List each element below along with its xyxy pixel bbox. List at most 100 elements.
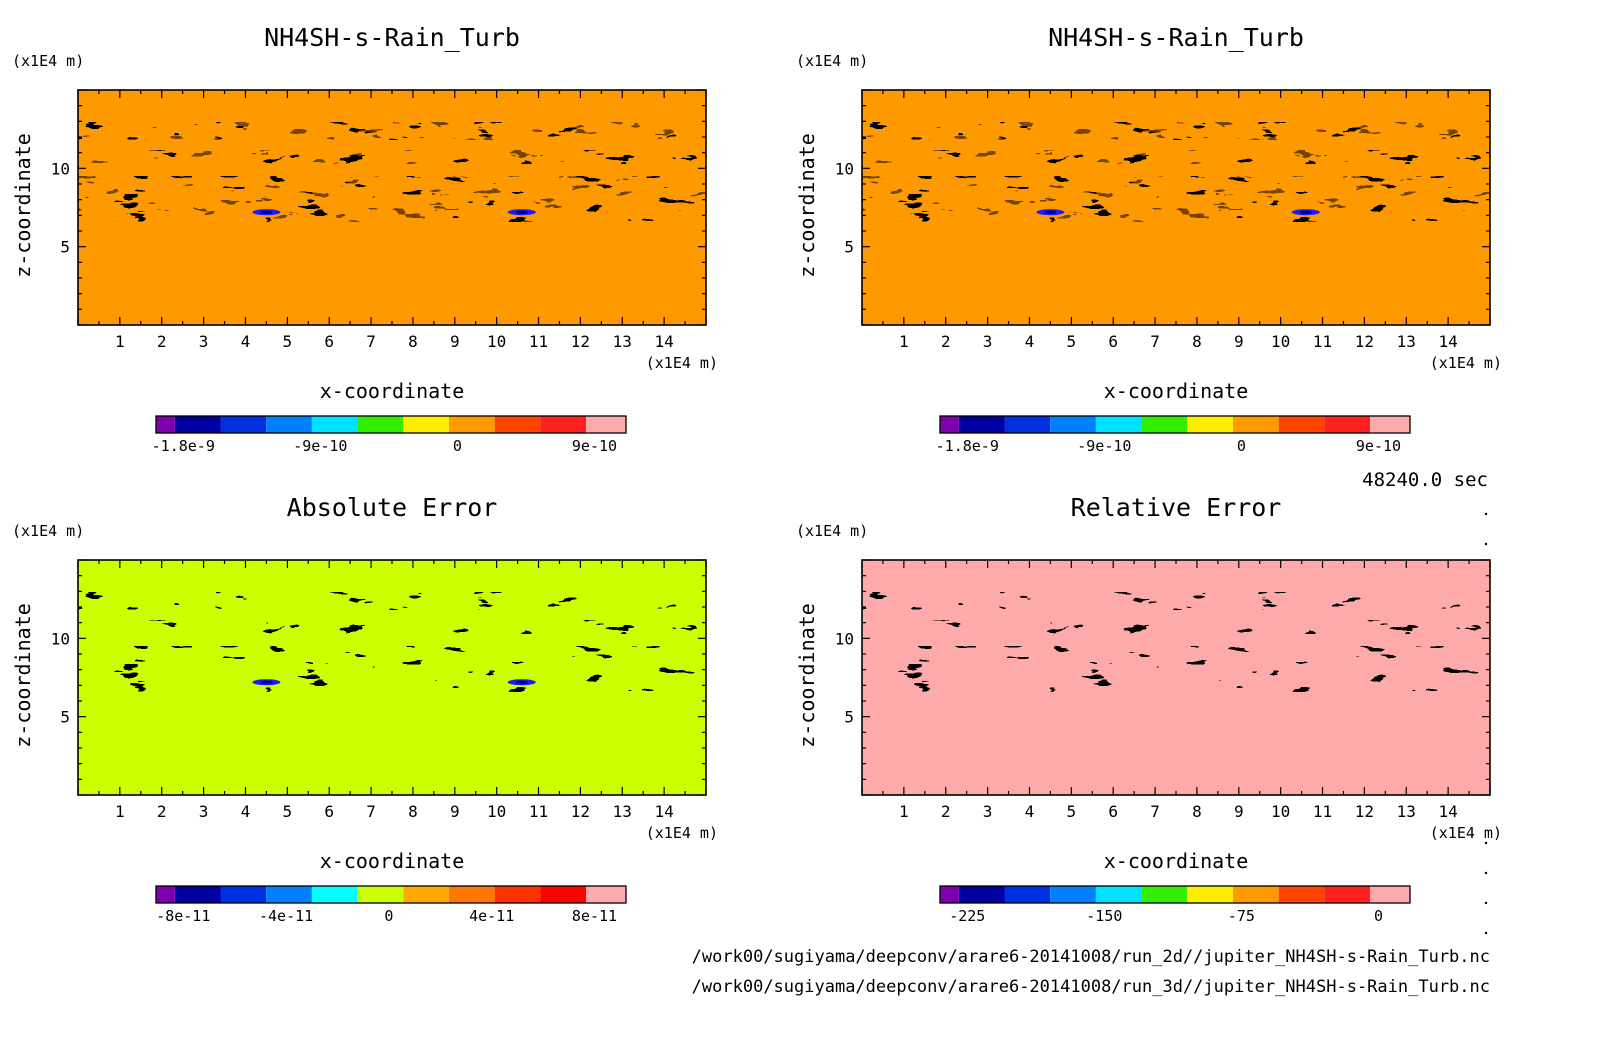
x-tick-label: 4 [241, 332, 251, 351]
x-tick-label: 9 [450, 332, 460, 351]
colorbar-swatch [357, 886, 404, 903]
x-unit-label: (x1E4 m) [1430, 354, 1502, 372]
colorbar-swatch [1370, 886, 1410, 903]
y-tick-label: 5 [60, 708, 70, 727]
x-tick-label: 12 [1355, 332, 1374, 351]
x-tick-label: 11 [1313, 802, 1332, 821]
x-tick-label: 6 [1108, 802, 1118, 821]
colorbar-swatch [586, 416, 626, 433]
contour-features [78, 560, 706, 795]
x-tick-label: 13 [1397, 802, 1416, 821]
colorbar-swatch [156, 886, 175, 903]
dot-column [1484, 512, 1488, 935]
x-tick-label: 2 [157, 332, 167, 351]
contour-fill [78, 90, 706, 325]
contour-negative [862, 90, 1490, 325]
colorbar-swatch [958, 886, 1005, 903]
colorbar-swatch [174, 886, 221, 903]
contour-negative [862, 560, 1490, 795]
colorbar-swatch [1141, 886, 1188, 903]
panel-3: Absolute Error(x1E4 m)1 2 3 4 5 6 7 8 9 10 11 12 13 1… [11, 493, 718, 925]
contour-negative [78, 560, 706, 795]
y-tick-label: 10 [835, 629, 854, 648]
colorbar-swatch [1324, 416, 1371, 433]
x-tick-label: 5 [283, 332, 293, 351]
colorbar-swatch [174, 416, 221, 433]
vortex-core [260, 680, 273, 684]
colorbar-tick-label: -9e-10 [293, 437, 347, 455]
x-axis-label: x-coordinate [320, 849, 465, 873]
vortex-core [260, 210, 273, 214]
colorbar-swatch [494, 416, 541, 433]
y-tick-label: 5 [844, 238, 854, 257]
colorbar-swatch [1232, 886, 1279, 903]
colorbar-swatch [1370, 416, 1410, 433]
x-tick-label: 10 [487, 802, 506, 821]
contour-negative [78, 90, 706, 325]
chart-title: Absolute Error [287, 493, 498, 522]
x-tick-label: 8 [408, 332, 418, 351]
colorbar-tick-label: 0 [1237, 437, 1246, 455]
x-tick-label: 7 [366, 332, 376, 351]
colorbar-swatch [448, 886, 495, 903]
y-tick-label: 10 [51, 629, 70, 648]
colorbar-swatch [1187, 886, 1233, 903]
contour-fill [78, 560, 706, 795]
chart-title: NH4SH-s-Rain_Turb [264, 23, 520, 52]
colorbar-swatch [1278, 416, 1325, 433]
x-tick-label: 5 [283, 802, 293, 821]
x-tick-label: 8 [1192, 802, 1202, 821]
y-tick-label: 10 [835, 159, 854, 178]
vortex-core [1299, 210, 1312, 214]
y-axis-label: z-coordinate [11, 603, 35, 748]
x-tick-label: 11 [529, 802, 548, 821]
x-tick-label: 5 [1067, 332, 1077, 351]
x-tick-label: 7 [1150, 802, 1160, 821]
colorbar-frame [155, 885, 627, 904]
colorbar-swatch [1141, 416, 1188, 433]
colorbar-swatch [958, 416, 1005, 433]
time-label: 48240.0 sec [1362, 469, 1488, 491]
x-tick-label: 6 [324, 332, 334, 351]
colorbar-swatch [357, 416, 404, 433]
contour-features [862, 560, 1490, 795]
colorbar-tick-label: 0 [384, 907, 393, 925]
colorbar-tick-label: 0 [1374, 907, 1383, 925]
colorbar-swatch [1050, 416, 1096, 433]
x-tick-label: 1 [115, 332, 125, 351]
colorbar-tick-label: 9e-10 [572, 437, 617, 455]
colorbar-tick-label: -225 [949, 907, 985, 925]
colorbar-tick-label: -1.8e-9 [936, 437, 999, 455]
colorbar-swatch [940, 886, 959, 903]
colorbar-swatch [940, 416, 959, 433]
colorbar-frame [939, 885, 1411, 904]
x-tick-label: 1 [899, 802, 909, 821]
colorbar: -225 -150 -75 0 [939, 885, 1411, 925]
colorbar-tick-label: -150 [1086, 907, 1122, 925]
x-tick-label: 10 [1271, 802, 1290, 821]
x-tick-label: 9 [450, 802, 460, 821]
y-tick-label: 5 [60, 238, 70, 257]
y-unit-label: (x1E4 m) [12, 52, 84, 70]
x-tick-label: 3 [983, 802, 993, 821]
chart-title: Relative Error [1071, 493, 1282, 522]
colorbar-frame [155, 415, 627, 434]
colorbar-swatch [1324, 886, 1371, 903]
x-unit-label: (x1E4 m) [646, 354, 718, 372]
x-tick-label: 3 [983, 332, 993, 351]
x-tick-label: 1 [899, 332, 909, 351]
colorbar-tick-label: -9e-10 [1077, 437, 1131, 455]
y-tick-label: 10 [51, 159, 70, 178]
x-tick-label: 13 [613, 332, 632, 351]
x-tick-label: 2 [157, 802, 167, 821]
x-tick-label: 14 [655, 332, 674, 351]
colorbar-frame [939, 415, 1411, 434]
colorbar-swatch [540, 416, 587, 433]
x-tick-label: 3 [199, 332, 209, 351]
colorbar-tick-label: -1.8e-9 [152, 437, 215, 455]
colorbar-swatch [220, 416, 267, 433]
x-tick-label: 13 [613, 802, 632, 821]
colorbar-tick-label: -4e-11 [259, 907, 313, 925]
colorbar-swatch [1004, 416, 1051, 433]
